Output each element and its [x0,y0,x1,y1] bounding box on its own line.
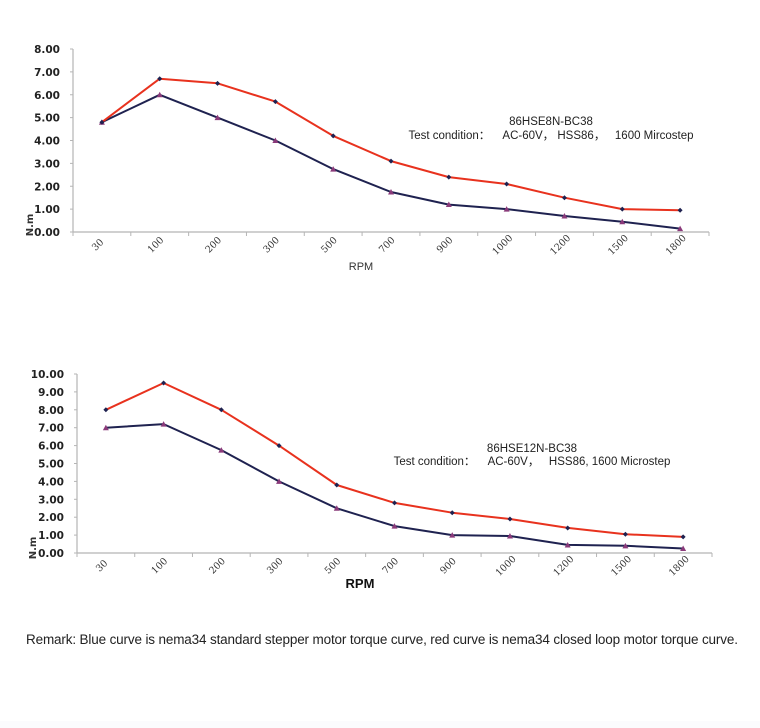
data-point-closed-loop [449,510,455,516]
y-tick-label: 0.00 [38,548,64,560]
y-tick-label: 4.00 [38,476,64,488]
data-point-standard [445,201,452,208]
y-tick-label: 0.00 [34,227,60,239]
data-point-standard [214,114,221,121]
annotation-test-condition: Test condition： AC-60V， HSS86, 1600 Micr… [394,456,671,468]
y-tick-label: 4.00 [34,136,60,148]
y-tick-label: 2.00 [38,512,64,524]
data-point-standard [330,166,337,172]
data-point-standard [619,218,626,225]
data-point-closed-loop [99,119,105,125]
x-tick-label: 200 [207,556,228,577]
x-tick-label: 300 [265,556,286,577]
annotation-model: 86HSE8N-BC38 [509,116,593,128]
data-point-standard [160,421,167,427]
x-axis-title: RPM [346,576,375,591]
y-tick-label: 2.00 [34,181,60,193]
data-point-standard [218,447,225,453]
data-point-closed-loop [276,443,282,449]
data-point-standard [677,225,684,232]
annotation-model: 86HSE12N-BC38 [487,443,577,455]
series-line-standard [104,423,685,550]
y-axis-title: N.m [28,537,39,560]
data-point-closed-loop [504,181,510,187]
data-point-closed-loop [161,380,167,386]
data-point-closed-loop [565,525,571,531]
y-tick-label: 3.00 [34,158,60,170]
bottom-band [0,721,760,728]
remark-text: Remark: Blue curve is nema34 standard st… [26,632,738,647]
data-point-closed-loop [677,207,683,213]
y-tick-label: 7.00 [38,423,64,435]
data-point-standard [272,137,279,143]
data-point-standard [561,212,568,219]
x-tick-label: 1000 [494,554,519,579]
data-point-standard [333,505,340,511]
data-point-closed-loop [622,531,628,537]
data-point-standard [388,188,394,195]
y-tick-label: 1.00 [38,530,64,542]
x-axis-title: RPM [349,261,373,273]
data-point-standard [156,91,163,98]
data-point-standard [102,424,109,431]
data-point-closed-loop [680,534,686,540]
torque-chart-86hse12n: 0.00 1.00 2.00 3.00 4.00 5.00 6.00 7.00 8.00 9.00… [28,369,713,591]
x-tick-label: 900 [438,556,459,577]
data-point-closed-loop [446,174,452,180]
data-point-closed-loop [215,80,221,86]
y-tick-label: 6.00 [34,90,60,102]
data-point-closed-loop [507,516,513,522]
y-axis-title: N.m [25,214,36,237]
data-point-closed-loop [218,407,224,413]
data-point-standard [449,532,456,538]
y-tick-label: 3.00 [38,494,64,506]
y-tick-label: 8.00 [38,405,64,417]
data-point-closed-loop [619,206,625,212]
x-tick-label: 1800 [667,554,692,579]
data-point-closed-loop [157,76,163,82]
y-tick-label: 9.00 [38,387,64,399]
data-point-standard [276,478,283,484]
data-point-standard [506,532,513,539]
y-tick-label: 5.00 [34,113,60,125]
annotation-test-condition: Test condition： AC-60V， HSS86， 1600 Mirc… [408,130,693,142]
y-tick-label: 1.00 [34,204,60,216]
data-point-closed-loop [392,500,397,506]
data-point-closed-loop [561,195,567,201]
x-tick-label: 1500 [609,554,634,579]
x-tick-label: 30 [94,558,110,574]
data-point-closed-loop [334,482,340,488]
data-point-closed-loop [388,158,394,164]
x-tick-label: 100 [150,556,171,577]
x-tick-label: 1200 [551,554,576,579]
y-tick-label: 6.00 [38,441,64,453]
y-tick-label: 10.00 [31,369,64,381]
data-point-standard [680,545,687,552]
data-point-standard [391,523,398,529]
x-tick-label: 700 [380,556,401,577]
data-point-closed-loop [330,133,336,139]
y-tick-label: 8.00 [34,44,60,56]
data-point-standard [622,542,629,549]
data-point-standard [564,541,571,548]
data-point-closed-loop [103,407,109,413]
y-tick-label: 7.00 [34,67,60,79]
y-tick-label: 5.00 [38,459,64,471]
data-point-standard [503,206,510,212]
data-point-closed-loop [272,99,278,105]
x-tick-label: 500 [323,556,344,577]
